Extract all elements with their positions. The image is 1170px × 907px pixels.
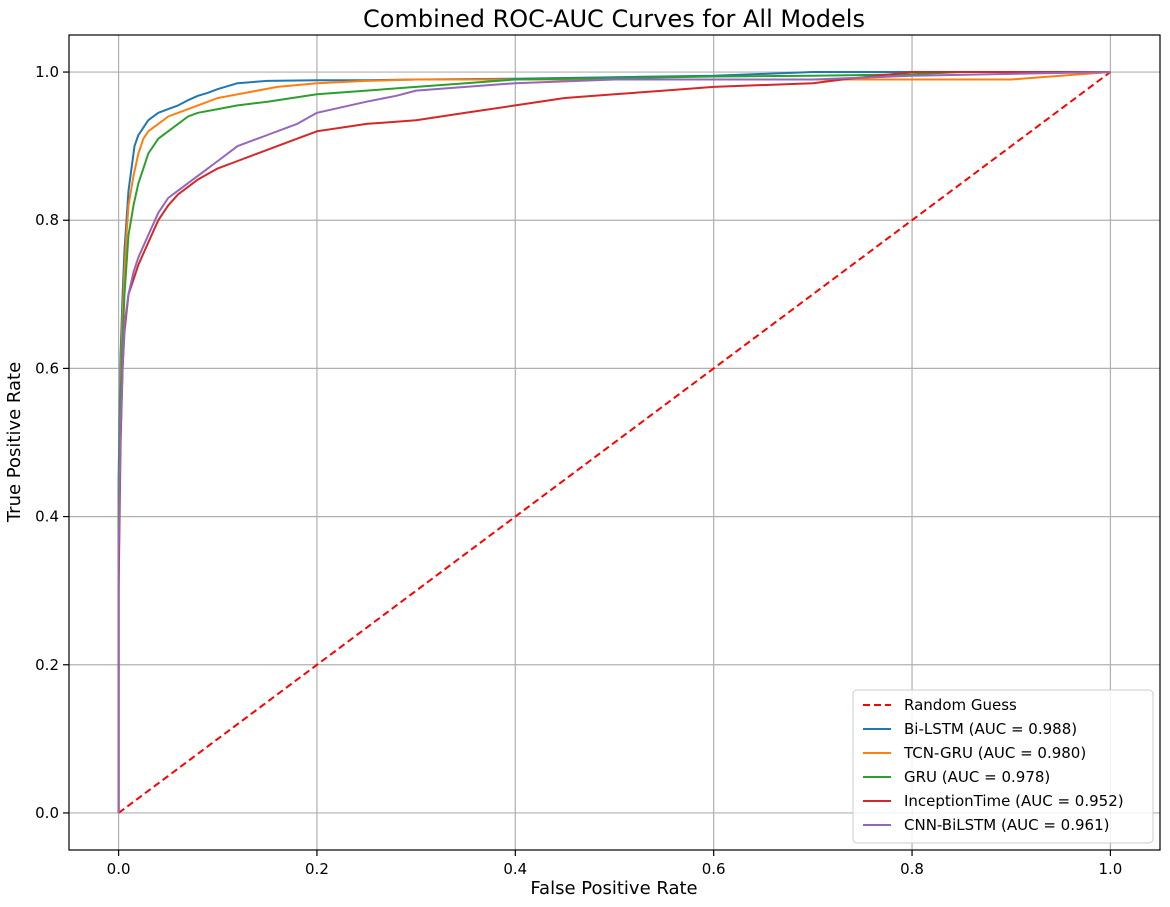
legend-label-5: CNN-BiLSTM (AUC = 0.961) bbox=[904, 816, 1109, 834]
legend-label-2: TCN-GRU (AUC = 0.980) bbox=[903, 744, 1086, 762]
grid-layer bbox=[69, 35, 1160, 850]
legend-label-0: Random Guess bbox=[904, 696, 1017, 714]
x-axis-label: False Positive Rate bbox=[530, 878, 697, 899]
legend-label-1: Bi-LSTM (AUC = 0.988) bbox=[904, 720, 1077, 738]
x-tick-label: 0.6 bbox=[702, 860, 726, 878]
ticks-layer: 0.0 0.2 0.4 0.6 0.8 1.0 0.0 0.2 0.4 0.6 0.8 1.0 bbox=[35, 63, 1122, 878]
series-line-5 bbox=[117, 71, 1111, 813]
y-tick-label: 0.2 bbox=[35, 656, 59, 674]
x-tick-label: 0.4 bbox=[503, 860, 527, 878]
legend-box bbox=[852, 689, 1154, 844]
y-axis-label: True Positive Rate bbox=[4, 362, 25, 523]
y-tick-label: 1.0 bbox=[35, 63, 59, 81]
y-tick-label: 0.4 bbox=[35, 508, 59, 526]
legend-label-4: InceptionTime (AUC = 0.952) bbox=[904, 792, 1124, 810]
chart-title: Combined ROC-AUC Curves for All Models bbox=[363, 5, 865, 33]
x-tick-label: 0.2 bbox=[305, 860, 329, 878]
series-layer bbox=[117, 71, 1111, 814]
x-tick-label: 0.8 bbox=[900, 860, 924, 878]
legend-label-3: GRU (AUC = 0.978) bbox=[904, 768, 1050, 786]
y-tick-label: 0.0 bbox=[35, 804, 59, 822]
series-line-0 bbox=[118, 71, 1111, 814]
y-tick-label: 0.6 bbox=[35, 359, 59, 377]
x-tick-label: 1.0 bbox=[1098, 860, 1122, 878]
plot-frame bbox=[68, 34, 1161, 851]
x-tick-label: 0.0 bbox=[107, 860, 131, 878]
legend: Random Guess Bi-LSTM (AUC = 0.988) TCN-GRU… bbox=[852, 689, 1154, 844]
series-line-3 bbox=[117, 71, 1111, 813]
y-tick-label: 0.8 bbox=[35, 211, 59, 229]
